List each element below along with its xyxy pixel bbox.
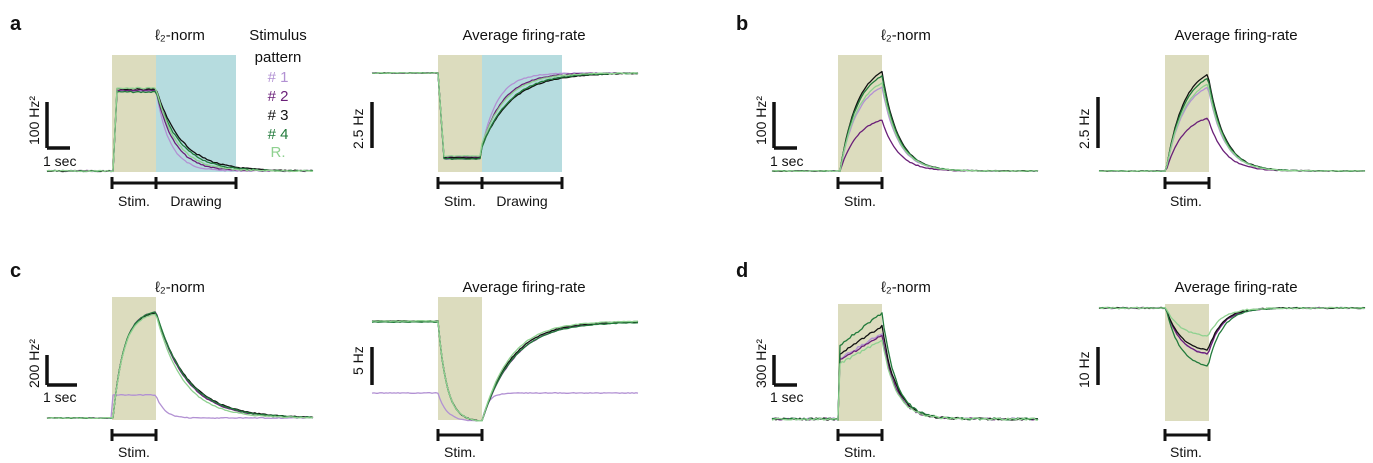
panel-d-l2-series-2: [771, 334, 1039, 421]
panel-c-rate-series-2: [371, 320, 639, 422]
panel-d-l2-stim-shade: [838, 304, 882, 421]
panel-b-l2-scale-y: 100 Hz²: [753, 96, 769, 145]
panel-a-rate-stim-label: Stim.: [444, 193, 476, 209]
panel-b-rate-series-4: [1098, 78, 1366, 173]
panel-a-l2-scale-y: 100 Hz²: [26, 96, 42, 145]
panel-b-rate-series-2: [1098, 117, 1366, 173]
panel-c-rate-series-4: [371, 321, 639, 422]
panel-d-rate-scale-y: 10 Hz: [1076, 351, 1092, 388]
panel-d-letter: d: [736, 260, 748, 282]
panel-b-l2-stim-label: Stim.: [844, 193, 876, 209]
panel-a-rate-title: Average firing-rate: [462, 27, 585, 44]
panel-a-l2-drawing-label: Drawing: [170, 193, 221, 209]
panel-a-rate-series-5: [371, 71, 639, 158]
panel-c-l2-scale-y: 200 Hz²: [26, 339, 42, 388]
panel-c-rate-series-5: [371, 320, 639, 422]
panel-c-scale-x: 1 sec: [43, 389, 76, 405]
panel-d-l2-scale-y: 300 Hz²: [753, 339, 769, 388]
panel-c-rate-stim-shade: [438, 297, 482, 420]
plot-layer: [45, 55, 1366, 441]
panel-d-scale-x: 1 sec: [770, 389, 803, 405]
panel-b-letter: b: [736, 13, 748, 35]
panel-c-rate-stim-label: Stim.: [444, 444, 476, 460]
panel-b-rate-series-5: [1098, 83, 1366, 173]
legend-item-pattern1: # 1: [268, 69, 289, 86]
panel-d-l2-series-3: [771, 324, 1039, 421]
legend-item-random: R.: [271, 144, 286, 161]
panel-a-scale-x: 1 sec: [43, 153, 76, 169]
panel-b-l2-stim-shade: [838, 55, 882, 172]
panel-a-rate-scale-y: 2.5 Hz: [350, 109, 366, 149]
panel-a-rate-stim-shade: [438, 55, 482, 172]
panel-b-rate-series-3: [1098, 74, 1366, 172]
panel-b-l2-title: ℓ₂-norm: [881, 27, 931, 44]
panel-d-l2-title: ℓ₂-norm: [881, 279, 931, 296]
panel-d-l2-series-1: [771, 333, 1039, 421]
panel-c-l2-series-4: [46, 311, 314, 420]
panel-c-letter: c: [10, 260, 21, 282]
panel-b-rate-title: Average firing-rate: [1174, 27, 1297, 44]
panel-c-rate-title: Average firing-rate: [462, 279, 585, 296]
panel-a-l2-stim-label: Stim.: [118, 193, 150, 209]
panel-a-l2-series-5: [47, 86, 314, 173]
panel-b-scale-x: 1 sec: [770, 153, 803, 169]
panel-c-l2-series-2: [46, 311, 314, 420]
panel-c-l2-series-5: [46, 313, 314, 420]
panel-d-rate-stim-label: Stim.: [1170, 444, 1202, 460]
panel-d-rate-series-5: [1098, 306, 1366, 337]
legend-item-pattern2: # 2: [268, 88, 289, 105]
panel-c-l2-stim-label: Stim.: [118, 444, 150, 460]
panel-d-rate-series-2: [1098, 306, 1366, 355]
panel-a-l2-drawing-shade: [156, 55, 236, 172]
panel-c-l2-title: ℓ₂-norm: [155, 279, 205, 296]
panel-d-rate-title: Average firing-rate: [1174, 279, 1297, 296]
legend-item-pattern4: # 4: [268, 126, 289, 143]
panel-b-rate-stim-label: Stim.: [1170, 193, 1202, 209]
legend-title-line2: pattern: [255, 49, 302, 66]
panel-c-l2-stim-shade: [112, 297, 156, 420]
panel-c-l2-series-3: [46, 312, 314, 420]
panel-d-l2-stim-label: Stim.: [844, 444, 876, 460]
panel-a-rate-drawing-label: Drawing: [496, 193, 547, 209]
panel-b-l2-series-5: [771, 82, 1039, 173]
panel-a-letter: a: [10, 13, 22, 35]
panel-d-rate-series-1: [1098, 306, 1366, 355]
panel-d-l2-series-5: [771, 339, 1039, 421]
panel-b-l2-series-2: [771, 119, 1039, 173]
panel-a-l2-stim-shade: [112, 55, 156, 172]
panel-b-rate-scale-y: 2.5 Hz: [1076, 109, 1092, 149]
panel-b-l2-series-3: [771, 70, 1039, 173]
legend-title-line1: Stimulus: [249, 27, 307, 44]
panel-a-l2-title: ℓ₂-norm: [155, 27, 205, 44]
panel-c-rate-series-1: [371, 392, 639, 422]
panel-c-rate-scale-y: 5 Hz: [350, 346, 366, 375]
legend-item-pattern3: # 3: [268, 107, 289, 124]
panel-b-l2-series-4: [771, 75, 1039, 173]
